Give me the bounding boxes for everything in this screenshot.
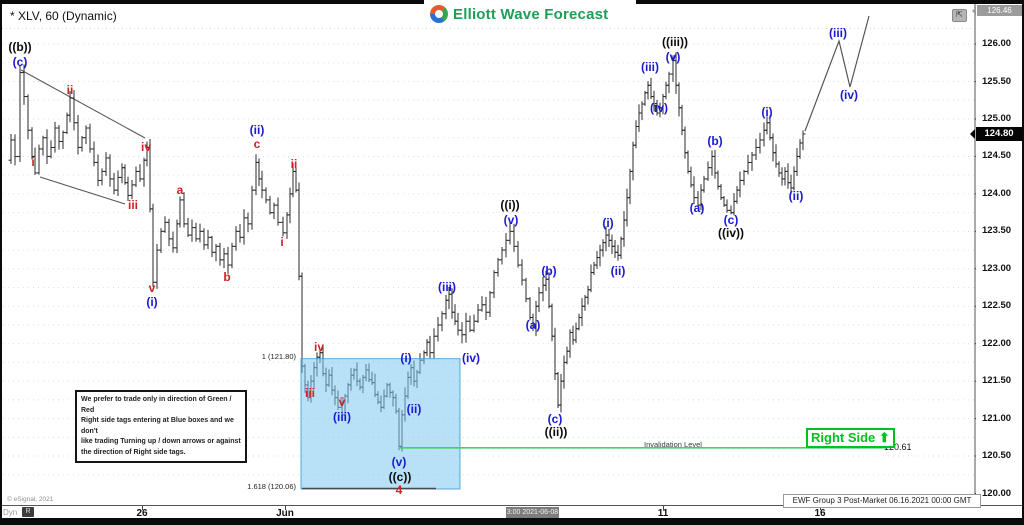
time-axis-label: 11	[657, 508, 669, 519]
esignal-copyright: © eSignal, 2021	[7, 496, 54, 503]
time-axis-label: 16	[814, 508, 826, 519]
time-axis[interactable]: Dyn R 3:00 2021-06-08 26 Jun 11 16	[0, 505, 1024, 519]
brand-swirl-icon	[430, 5, 448, 23]
brand-name: Elliott Wave Forecast	[453, 5, 609, 23]
time-axis-label: Jun	[276, 508, 294, 519]
price-axis[interactable]: 126.00 125.50 125.00 124.50 124.00 123.50 123.…	[976, 4, 1022, 505]
price-axis-tick: 122.00	[982, 337, 1012, 349]
crosshair-time-tag: 3:00 2021-06-08	[506, 507, 559, 518]
right-side-badge: Right Side ⬆	[806, 428, 895, 448]
price-axis-tick: 122.50	[982, 300, 1012, 312]
window-border-bottom	[0, 518, 1024, 525]
trading-note-box: We prefer to trade only in direction of …	[75, 390, 247, 463]
price-axis-tick: 123.00	[982, 262, 1012, 274]
right-side-label: Right Side	[811, 430, 876, 445]
brand-logo: Elliott Wave Forecast	[430, 3, 608, 25]
price-axis-tick: 120.00	[982, 487, 1012, 499]
time-axis-tick	[663, 506, 664, 510]
price-axis-tick: 126.00	[982, 38, 1012, 50]
note-line: Right side tags entering at Blue boxes a…	[81, 417, 234, 435]
price-axis-tick: 121.00	[982, 412, 1012, 424]
up-arrow-icon: ⬆	[878, 430, 890, 445]
note-line: like trading Turning up / down arrows or…	[81, 438, 241, 445]
time-axis-label: 26	[136, 508, 148, 519]
last-price-tag: 124.80	[970, 127, 1022, 141]
note-line: We prefer to trade only in direction of …	[81, 396, 232, 414]
note-line: the direction of Right side tags.	[81, 448, 186, 456]
price-axis-tick: 120.50	[982, 450, 1012, 462]
time-axis-tick	[142, 506, 143, 510]
price-axis-tick: 125.50	[982, 75, 1012, 87]
invalidation-level-label: Invalidation Level	[644, 440, 702, 449]
chart-title: * XLV, 60 (Dynamic)	[10, 9, 117, 23]
price-axis-tick: 123.50	[982, 225, 1012, 237]
price-axis-tick: 124.00	[982, 187, 1012, 199]
session-high-tag: 126.46	[972, 5, 1022, 16]
price-axis-tick: 124.50	[982, 150, 1012, 162]
price-axis-tick: 125.00	[982, 113, 1012, 124]
invalidation-level-price: 120.61	[884, 442, 912, 452]
time-axis-tick	[820, 506, 821, 510]
window-border-left	[0, 0, 2, 525]
window-border-right	[1022, 0, 1024, 525]
expand-icon[interactable]: ⇱	[952, 9, 967, 22]
data-source-icon: R	[22, 507, 34, 517]
mode-label: Dyn	[3, 508, 18, 517]
time-axis-tick	[285, 506, 286, 510]
price-axis-tick: 121.50	[982, 375, 1012, 387]
logo-background-notch	[424, 0, 636, 4]
ewf-footer-note: EWF Group 3 Post-Market 06.16.2021 00:00…	[783, 494, 981, 508]
